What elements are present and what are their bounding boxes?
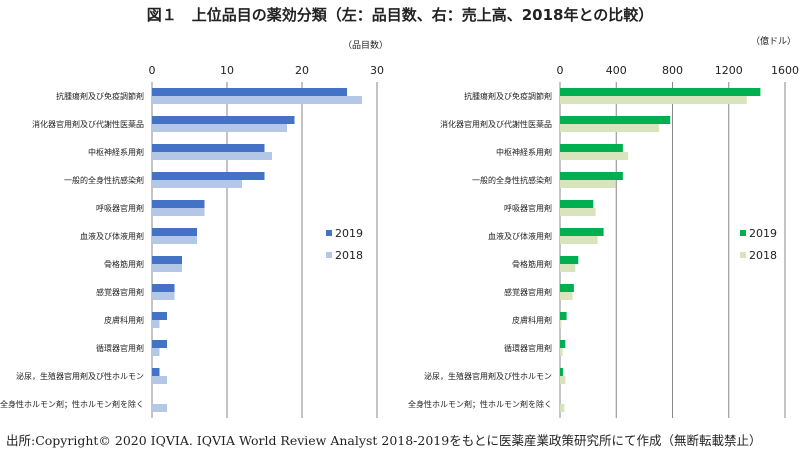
right-legend-swatch-2018 [740, 252, 746, 258]
right-bar-2019 [560, 228, 604, 236]
left-bar-2019 [152, 340, 167, 348]
left-bar-2019 [152, 172, 265, 180]
right-bar-2018 [560, 124, 660, 132]
right-bar-2019 [560, 116, 671, 124]
right-legend-label-2018: 2018 [749, 249, 777, 262]
figure-title: 図１ 上位品目の薬効分類（左：品目数、右：売上高、2018年との比較） [146, 6, 654, 24]
left-bar-2018 [152, 348, 160, 356]
right-category-label: 一般的全身性抗感染剤 [472, 175, 552, 185]
left-bar-2018 [152, 236, 197, 244]
left-legend-label-2018: 2018 [335, 249, 363, 262]
right-category-label: 中枢神経系用剤 [496, 147, 552, 157]
source-footer: 出所:Copyright© 2020 IQVIA. IQVIA World Re… [6, 433, 762, 448]
right-unit-label: （億ドル） [751, 35, 796, 47]
left-category-label: 泌尿，生殖器官用剤及び性ホルモン [16, 371, 144, 381]
left-legend-swatch-2019 [326, 230, 332, 236]
left-category-label: 全身性ホルモン剤；性ホルモン剤を除く [0, 399, 144, 409]
right-bar-2019 [560, 88, 761, 96]
right-bar-2018 [560, 404, 565, 412]
left-bar-2019 [152, 116, 295, 124]
left-bar-2019 [152, 312, 167, 320]
right-bar-2019 [560, 200, 594, 208]
right-bar-2018 [560, 152, 629, 160]
left-bar-2018 [152, 320, 160, 328]
right-legend-swatch-2019 [740, 230, 746, 236]
left-bar-2019 [152, 256, 182, 264]
left-category-label: 感覚器官用剤 [96, 287, 144, 297]
left-legend-swatch-2018 [326, 252, 332, 258]
left-bar-2018 [152, 208, 205, 216]
right-tick-label: 1200 [715, 64, 743, 77]
left-category-label: 消化器官用剤及び代謝性医薬品 [32, 119, 144, 129]
right-bar-2018 [560, 236, 598, 244]
left-tick-label: 10 [220, 64, 234, 77]
right-bar-2018 [560, 208, 596, 216]
left-legend-label-2019: 2019 [335, 227, 363, 240]
left-bar-2019 [152, 368, 160, 376]
right-bar-2018 [560, 180, 616, 188]
right-category-label: 血液及び体液用剤 [488, 231, 552, 241]
right-tick-label: 1600 [771, 64, 799, 77]
right-bar-2019 [560, 172, 623, 180]
right-category-label: 呼吸器官用剤 [504, 203, 552, 213]
right-tick-label: 0 [557, 64, 564, 77]
right-bar-2019 [560, 312, 567, 320]
right-bar-2019 [560, 340, 566, 348]
right-tick-label: 400 [606, 64, 627, 77]
left-category-label: 血液及び体液用剤 [80, 231, 144, 241]
left-bar-2019 [152, 228, 197, 236]
right-bar-2018 [560, 96, 747, 104]
right-bar-2018 [560, 376, 566, 384]
left-category-label: 循環器官用剤 [96, 343, 144, 353]
left-bar-2018 [152, 292, 175, 300]
left-bar-2019 [152, 200, 205, 208]
left-bar-2019 [152, 284, 175, 292]
left-bar-2019 [152, 88, 347, 96]
right-category-label: 消化器官用剤及び代謝性医薬品 [440, 119, 552, 129]
left-bar-2019 [152, 144, 265, 152]
right-bar-2019 [560, 284, 574, 292]
right-category-label: 全身性ホルモン剤；性ホルモン剤を除く [408, 399, 552, 409]
left-bar-2018 [152, 96, 362, 104]
left-category-label: 呼吸器官用剤 [96, 203, 144, 213]
left-category-label: 皮膚科用剤 [104, 315, 144, 325]
left-category-label: 中枢神経系用剤 [88, 147, 144, 157]
left-bar-2018 [152, 404, 167, 412]
right-category-label: 骨格筋用剤 [512, 259, 552, 269]
right-category-label: 感覚器官用剤 [504, 287, 552, 297]
left-tick-label: 20 [295, 64, 309, 77]
right-bar-2019 [560, 368, 563, 376]
right-bar-2018 [560, 292, 573, 300]
left-bar-2018 [152, 124, 287, 132]
left-category-label: 骨格筋用剤 [104, 259, 144, 269]
right-tick-label: 800 [662, 64, 683, 77]
right-category-label: 泌尿，生殖器官用剤及び性ホルモン [424, 371, 552, 381]
left-unit-label: （品目数） [343, 39, 388, 51]
right-bar-2018 [560, 348, 563, 356]
right-category-label: 抗腫瘍剤及び免疫調節剤 [464, 91, 552, 101]
right-bar-2018 [560, 264, 576, 272]
right-legend-label-2019: 2019 [749, 227, 777, 240]
left-tick-label: 30 [370, 64, 384, 77]
left-bar-2018 [152, 152, 272, 160]
left-category-label: 抗腫瘍剤及び免疫調節剤 [56, 91, 144, 101]
right-bar-2019 [560, 256, 579, 264]
left-category-label: 一般的全身性抗感染剤 [64, 175, 144, 185]
left-bar-2018 [152, 376, 167, 384]
right-bar-2019 [560, 144, 623, 152]
right-category-label: 循環器官用剤 [504, 343, 552, 353]
left-tick-label: 0 [149, 64, 156, 77]
left-bar-2018 [152, 264, 182, 272]
right-category-label: 皮膚科用剤 [512, 315, 552, 325]
left-bar-2018 [152, 180, 242, 188]
right-bar-2018 [560, 320, 562, 328]
